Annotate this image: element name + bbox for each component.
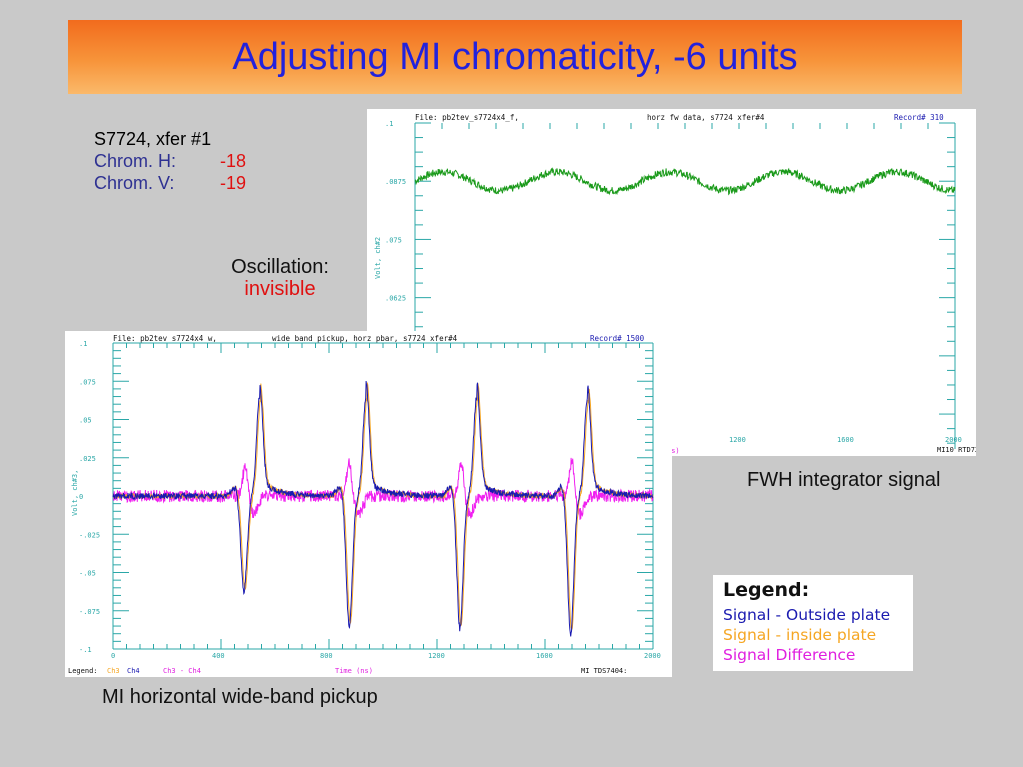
pickup-ytick-label: 0 [79, 493, 83, 501]
pickup-ytick-label: .1 [79, 340, 87, 348]
pickup-ytick-label: -.025 [79, 531, 100, 539]
pickup-xtick-label: 800 [320, 652, 333, 660]
pickup-xtick-label: 2000 [644, 652, 661, 660]
fwh-ytick-label: .075 [385, 236, 402, 244]
title-bar: Adjusting MI chromaticity, -6 units [68, 20, 962, 94]
pickup-chart: File: pb2tev_s7724x4_w, wide band pickup… [68, 334, 661, 675]
chrom-v-value: -19 [220, 173, 247, 193]
pickup-ytick-label: -.05 [79, 570, 96, 578]
run-info: S7724, xfer #1 Chrom. H: -18 Chrom. V: -19 [94, 128, 246, 194]
pickup-legend-diff: Ch3 - Ch4 [163, 667, 201, 675]
pickup-plot: File: pb2tev_s7724x4_w, wide band pickup… [65, 331, 672, 677]
fwh-header-left: File: pb2tev_s7724x4_f, [415, 113, 519, 122]
fwh-xlabel: ns) [667, 447, 680, 455]
pickup-ytick-label: .025 [79, 455, 96, 463]
pickup-caption: MI horizontal wide-band pickup [102, 686, 378, 708]
pickup-xtick-label: 1200 [428, 652, 445, 660]
outside-plate-series-line [112, 380, 654, 637]
oscillation-value: invisible [244, 278, 316, 300]
legend-box: Legend: Signal - Outside plate Signal - … [713, 575, 913, 671]
fwh-caption: FWH integrator signal [747, 469, 941, 491]
chrom-h-value: -18 [220, 151, 247, 171]
pickup-legend-ch3: Ch3 [107, 667, 120, 675]
pickup-ytick-label: -.075 [79, 608, 100, 616]
fwh-xtick-label: 1600 [837, 436, 854, 444]
fwh-ytick-label: .0625 [385, 295, 406, 303]
fwh-footer: MI10 RTD720: [937, 446, 976, 454]
fwh-ylabel: Volt, ch#2 [374, 237, 382, 279]
fwh-ytick-label: .0875 [385, 178, 406, 186]
oscillation-label: Oscillation: [231, 256, 329, 278]
fwh-xtick-label: 1200 [729, 436, 746, 444]
fwh-header-mid: horz fw data, s7724 xfer#4 [647, 113, 765, 122]
pickup-ytick-label: .05 [79, 417, 92, 425]
page-title: Adjusting MI chromaticity, -6 units [232, 35, 798, 78]
inside-plate-series-line [112, 382, 654, 631]
chrom-v-row: Chrom. V: -19 [94, 172, 246, 194]
oscillation-note: Oscillation: invisible [212, 256, 348, 300]
fwh-series-line [414, 167, 956, 196]
legend-item-difference: Signal Difference [723, 646, 856, 664]
legend-item-outside: Signal - Outside plate [723, 606, 891, 624]
pickup-xtick-label: 400 [212, 652, 225, 660]
legend-title: Legend: [723, 579, 810, 601]
pickup-xtick-label: 0 [111, 652, 115, 660]
fwh-header-right: Record# 310 [894, 113, 944, 122]
pickup-xlabel: Time (ns) [335, 667, 373, 675]
pickup-legend-prefix: Legend: [68, 667, 98, 675]
pickup-header-right: Record# 1500 [590, 334, 645, 343]
pickup-footer: MI TDS7404: [581, 667, 627, 675]
run-id: S7724, xfer #1 [94, 129, 212, 149]
pickup-legend-ch4: Ch4 [127, 667, 140, 675]
pickup-ylabel: Volt, ch#3, [71, 470, 79, 516]
fwh-xtick-label: 2000 [945, 436, 962, 444]
chrom-h-row: Chrom. H: -18 [94, 150, 246, 172]
legend-item-inside: Signal - inside plate [723, 626, 877, 644]
chrom-v-label: Chrom. V: [94, 173, 175, 193]
pickup-ytick-label: -.1 [79, 646, 92, 654]
fwh-ytick-label: .1 [385, 120, 393, 128]
chrom-h-label: Chrom. H: [94, 151, 177, 171]
pickup-header-mid: wide band pickup, horz pbar, s7724 xfer#… [272, 334, 458, 343]
pickup-xtick-label: 1600 [536, 652, 553, 660]
pickup-header-left: File: pb2tev_s7724x4_w, [113, 334, 217, 343]
pickup-ytick-label: .075 [79, 378, 96, 386]
